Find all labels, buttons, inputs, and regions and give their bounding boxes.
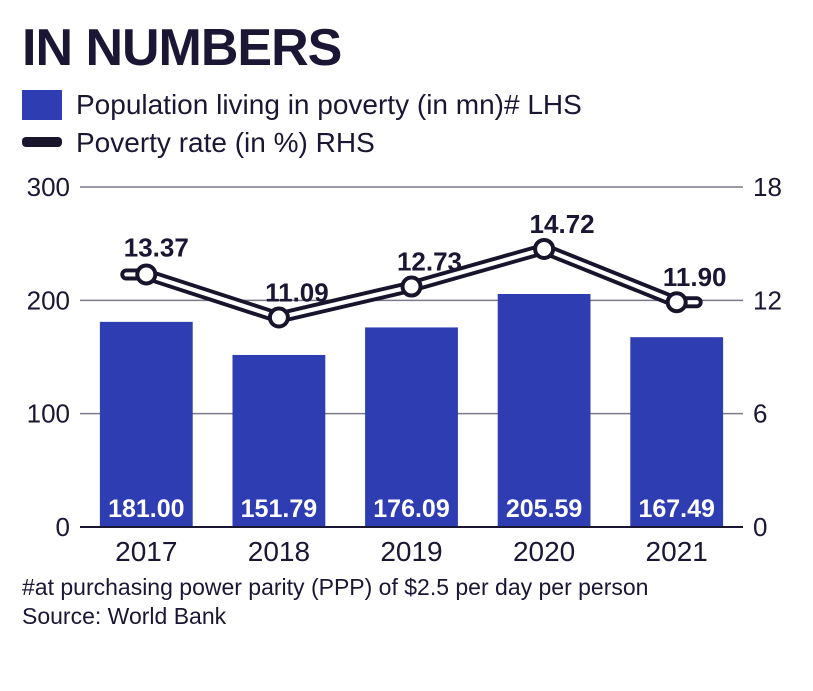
footnote-line-1: #at purchasing power parity (PPP) of $2.… — [22, 573, 791, 602]
legend-line-row: Poverty rate (in %) RHS — [22, 126, 791, 160]
y-left-tick: 100 — [27, 399, 70, 429]
legend: Population living in poverty (in mn)# LH… — [22, 88, 791, 159]
line-marker — [137, 266, 155, 284]
x-tick: 2020 — [513, 536, 575, 567]
chart: 0 0 100 6 200 12 300 18 181.00 2017 151.79 2018 176.… — [22, 177, 791, 567]
y-left-tick: 300 — [27, 177, 70, 202]
footnote-line-2: Source: World Bank — [22, 602, 791, 631]
x-tick: 2021 — [646, 536, 708, 567]
x-tick: 2017 — [115, 536, 177, 567]
x-tick: 2018 — [248, 536, 310, 567]
line-value-label: 12.73 — [397, 247, 462, 277]
legend-line-swatch — [22, 137, 62, 147]
line-marker — [270, 309, 288, 327]
bar-value-label: 167.49 — [638, 495, 714, 523]
bar-value-label: 176.09 — [373, 495, 449, 523]
legend-bar-label: Population living in poverty (in mn)# LH… — [76, 88, 582, 122]
legend-bar-swatch — [22, 90, 62, 120]
bar-value-label: 151.79 — [241, 495, 317, 523]
chart-svg: 0 0 100 6 200 12 300 18 181.00 2017 151.79 2018 176.… — [22, 177, 791, 567]
bar — [498, 294, 591, 527]
bar-value-label: 205.59 — [506, 495, 582, 523]
y-left-tick: 0 — [56, 512, 70, 542]
line-marker — [535, 240, 553, 258]
x-tick: 2019 — [380, 536, 442, 567]
y-right-tick: 18 — [753, 177, 782, 202]
line-value-label: 14.72 — [530, 209, 595, 239]
line-marker — [668, 293, 686, 311]
y-right-tick: 0 — [753, 512, 767, 542]
legend-bar-row: Population living in poverty (in mn)# LH… — [22, 88, 791, 122]
y-right-tick: 12 — [753, 286, 782, 316]
page-title: IN NUMBERS — [22, 18, 791, 78]
legend-line-label: Poverty rate (in %) RHS — [76, 126, 375, 160]
line-value-label: 11.09 — [265, 278, 329, 308]
y-left-tick: 200 — [27, 286, 70, 316]
bar-value-label: 181.00 — [108, 495, 184, 523]
line-value-label: 11.90 — [663, 262, 727, 292]
line-value-label: 13.37 — [124, 233, 189, 263]
line-marker — [403, 278, 421, 296]
y-right-tick: 6 — [753, 399, 767, 429]
footnote: #at purchasing power parity (PPP) of $2.… — [22, 573, 791, 631]
